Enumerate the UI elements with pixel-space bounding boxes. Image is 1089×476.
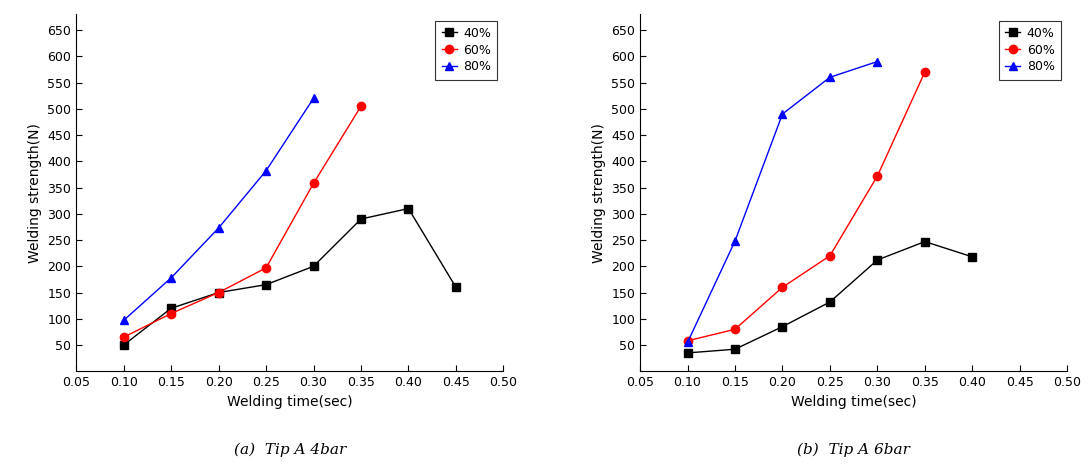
Line: 80%: 80% [684,58,881,347]
40% [164,306,178,311]
60% [918,69,931,75]
40% [918,239,931,245]
Legend: 40%, 60%, 80%: 40%, 60%, 80% [436,20,498,79]
Y-axis label: Welding strength(N): Welding strength(N) [28,123,41,263]
40% [681,350,694,356]
Text: (a)  Tip A 4bar: (a) Tip A 4bar [234,443,346,457]
40% [871,257,884,263]
60% [776,285,790,290]
80% [729,238,742,244]
40% [307,263,320,269]
80% [871,59,884,64]
40% [118,342,131,348]
40% [450,285,463,290]
40% [823,299,836,305]
40% [212,290,225,296]
40% [729,347,742,352]
Line: 60%: 60% [120,102,365,341]
40% [402,206,415,211]
Text: (b)  Tip A 6bar: (b) Tip A 6bar [797,443,910,457]
60% [118,334,131,340]
Line: 60%: 60% [684,68,929,345]
80% [823,74,836,80]
Legend: 40%, 60%, 80%: 40%, 60%, 80% [1000,20,1061,79]
40% [259,282,272,288]
60% [354,103,367,109]
40% [966,254,979,260]
80% [681,339,694,345]
80% [212,225,225,231]
60% [164,311,178,317]
60% [729,327,742,332]
80% [307,95,320,101]
X-axis label: Welding time(sec): Welding time(sec) [791,395,917,409]
60% [681,338,694,344]
80% [118,317,131,323]
Line: 40%: 40% [684,238,977,357]
80% [259,168,272,174]
40% [776,324,790,329]
60% [823,253,836,258]
X-axis label: Welding time(sec): Welding time(sec) [227,395,353,409]
Line: 80%: 80% [120,94,318,325]
Line: 40%: 40% [120,204,460,349]
Y-axis label: Welding strength(N): Welding strength(N) [591,123,605,263]
60% [307,180,320,186]
60% [259,265,272,271]
60% [212,290,225,296]
40% [354,216,367,222]
80% [164,275,178,281]
80% [776,111,790,117]
60% [871,173,884,179]
